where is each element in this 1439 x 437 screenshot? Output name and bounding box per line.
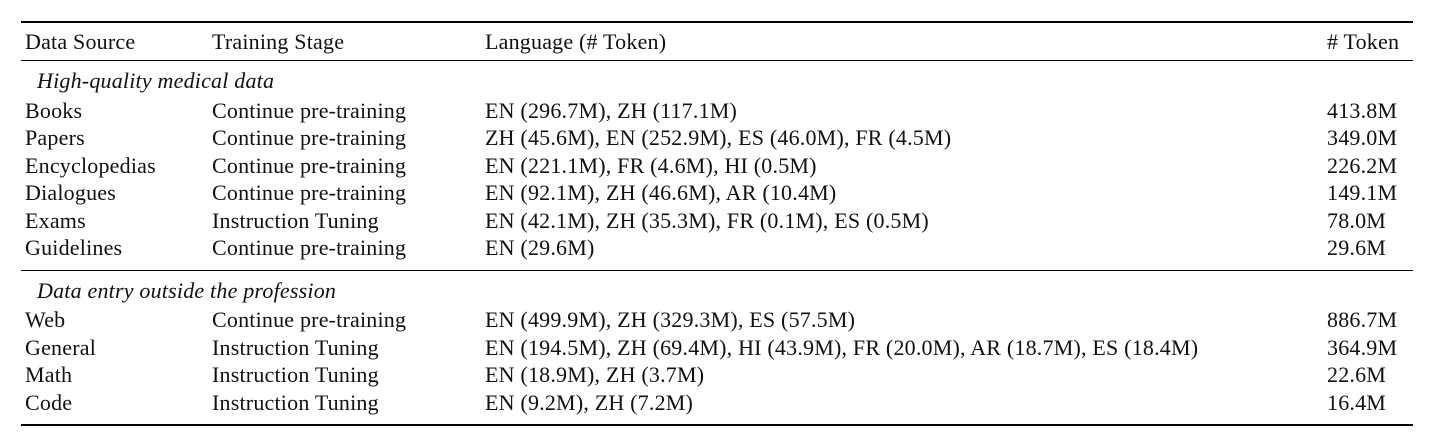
- table-row: Math Instruction Tuning EN (18.9M), ZH (…: [21, 361, 1413, 389]
- cell-training-stage: Instruction Tuning: [212, 207, 379, 233]
- cell-training-stage: Continue pre-training: [212, 125, 407, 150]
- table-row: Books Continue pre-training EN (296.7M),…: [21, 97, 1413, 125]
- section-title-row: Data entry outside the profession: [21, 270, 1413, 306]
- table-row: Encyclopedias Continue pre-training EN (…: [21, 152, 1413, 180]
- cell-token-total: 886.7M: [1327, 307, 1398, 332]
- cell-token-total: 22.6M: [1327, 362, 1387, 387]
- cell-languages: EN (9.2M), ZH (7.2M): [485, 389, 694, 415]
- table-row: Exams Instruction Tuning EN (42.1M), ZH …: [21, 207, 1413, 235]
- table-row: Dialogues Continue pre-training EN (92.1…: [21, 179, 1413, 207]
- column-header-language-tokens: Language (# Token): [485, 28, 667, 54]
- cell-data-source: Dialogues: [25, 180, 117, 205]
- cell-token-total: 226.2M: [1327, 152, 1398, 178]
- cell-token-total: 78.0M: [1327, 207, 1387, 233]
- column-header-training-stage: Training Stage: [212, 28, 345, 54]
- training-data-table: Data Source Training Stage Language (# T…: [21, 21, 1413, 426]
- cell-training-stage: Continue pre-training: [212, 235, 407, 260]
- cell-data-source: Papers: [25, 125, 85, 150]
- cell-token-total: 349.0M: [1327, 125, 1398, 150]
- section-title-row: High-quality medical data: [21, 61, 1413, 97]
- section-medical-data: High-quality medical data Books Continue…: [21, 61, 1413, 271]
- cell-data-source: Encyclopedias: [25, 152, 156, 178]
- cell-languages: ZH (45.6M), EN (252.9M), ES (46.0M), FR …: [485, 125, 952, 150]
- cell-token-total: 29.6M: [1327, 235, 1387, 260]
- cell-languages: EN (499.9M), ZH (329.3M), ES (57.5M): [485, 307, 856, 332]
- header-row: Data Source Training Stage Language (# T…: [21, 22, 1413, 61]
- table-row: General Instruction Tuning EN (194.5M), …: [21, 334, 1413, 362]
- cell-training-stage: Continue pre-training: [212, 307, 407, 332]
- table-row: Code Instruction Tuning EN (9.2M), ZH (7…: [21, 389, 1413, 426]
- column-header-token-total: # Token: [1327, 28, 1400, 54]
- cell-languages: EN (92.1M), ZH (46.6M), AR (10.4M): [485, 180, 837, 205]
- cell-training-stage: Instruction Tuning: [212, 334, 379, 360]
- cell-token-total: 413.8M: [1327, 97, 1398, 123]
- cell-data-source: Math: [25, 362, 73, 387]
- section-title: High-quality medical data: [37, 68, 275, 93]
- cell-token-total: 149.1M: [1327, 180, 1398, 205]
- cell-languages: EN (296.7M), ZH (117.1M): [485, 97, 738, 123]
- table-row: Web Continue pre-training EN (499.9M), Z…: [21, 306, 1413, 334]
- section-title: Data entry outside the profession: [37, 277, 337, 303]
- cell-data-source: General: [25, 334, 97, 360]
- cell-data-source: Web: [25, 307, 66, 332]
- cell-languages: EN (29.6M): [485, 235, 595, 260]
- column-header-data-source: Data Source: [25, 28, 136, 54]
- table-header: Data Source Training Stage Language (# T…: [21, 22, 1413, 61]
- cell-languages: EN (194.5M), ZH (69.4M), HI (43.9M), FR …: [485, 334, 1199, 360]
- cell-training-stage: Continue pre-training: [212, 97, 407, 123]
- cell-data-source: Code: [25, 389, 73, 415]
- cell-token-total: 16.4M: [1327, 389, 1387, 415]
- cell-data-source: Exams: [25, 207, 86, 233]
- cell-data-source: Guidelines: [25, 235, 123, 260]
- cell-training-stage: Continue pre-training: [212, 180, 407, 205]
- table-row: Papers Continue pre-training ZH (45.6M),…: [21, 124, 1413, 152]
- section-non-medical-data: Data entry outside the profession Web Co…: [21, 270, 1413, 425]
- cell-languages: EN (18.9M), ZH (3.7M): [485, 362, 705, 387]
- cell-data-source: Books: [25, 97, 83, 123]
- cell-languages: EN (42.1M), ZH (35.3M), FR (0.1M), ES (0…: [485, 207, 929, 233]
- cell-token-total: 364.9M: [1327, 334, 1398, 360]
- cell-training-stage: Instruction Tuning: [212, 389, 379, 415]
- table-row: Guidelines Continue pre-training EN (29.…: [21, 234, 1413, 270]
- cell-training-stage: Instruction Tuning: [212, 362, 379, 387]
- cell-training-stage: Continue pre-training: [212, 152, 407, 178]
- cell-languages: EN (221.1M), FR (4.6M), HI (0.5M): [485, 152, 817, 178]
